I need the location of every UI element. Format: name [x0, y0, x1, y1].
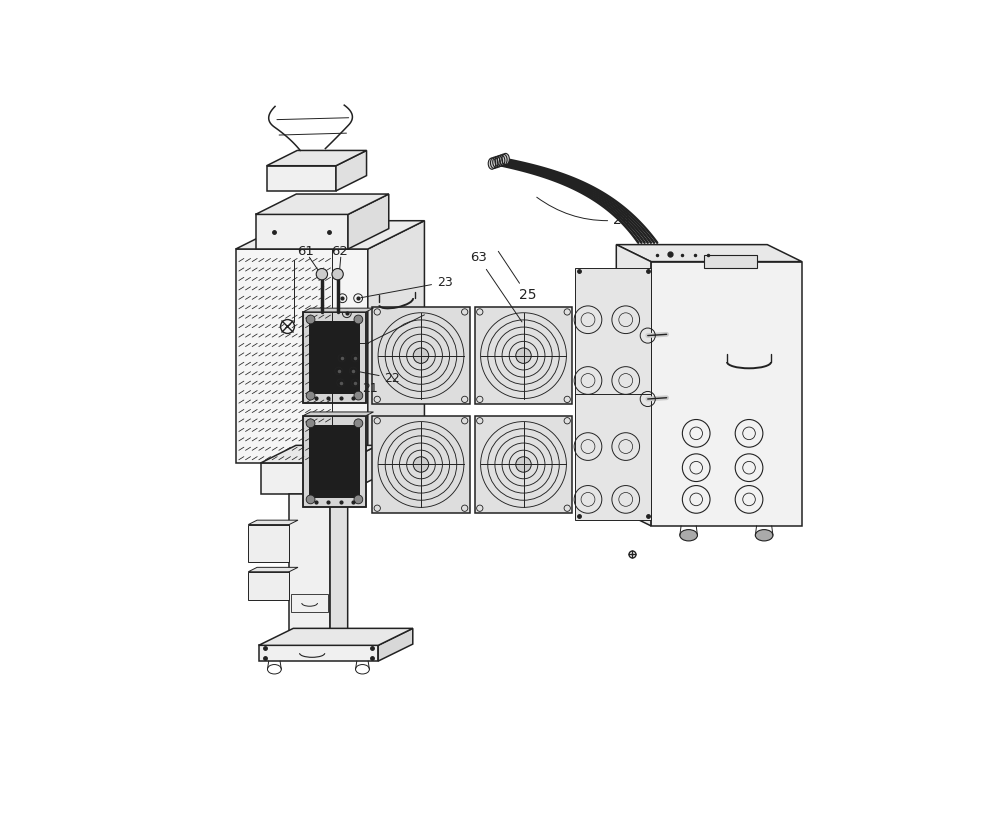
- Polygon shape: [236, 221, 424, 249]
- Polygon shape: [259, 645, 378, 661]
- Polygon shape: [267, 166, 336, 191]
- Circle shape: [306, 391, 315, 400]
- Polygon shape: [248, 525, 289, 562]
- Polygon shape: [378, 628, 413, 661]
- Circle shape: [306, 495, 315, 504]
- Polygon shape: [261, 445, 378, 463]
- Polygon shape: [475, 307, 572, 404]
- Polygon shape: [303, 416, 366, 507]
- Polygon shape: [336, 150, 367, 191]
- Ellipse shape: [490, 157, 498, 168]
- Text: 62: 62: [331, 245, 348, 258]
- Circle shape: [354, 315, 363, 324]
- Circle shape: [354, 419, 363, 427]
- Ellipse shape: [680, 529, 697, 541]
- Ellipse shape: [493, 156, 500, 167]
- Ellipse shape: [488, 158, 496, 169]
- Circle shape: [316, 269, 328, 280]
- Polygon shape: [475, 416, 572, 513]
- Bar: [704, 256, 757, 268]
- Text: 61: 61: [297, 245, 314, 258]
- Polygon shape: [303, 412, 373, 416]
- Polygon shape: [372, 307, 470, 404]
- Polygon shape: [348, 194, 389, 249]
- Polygon shape: [291, 594, 328, 612]
- Polygon shape: [248, 567, 298, 572]
- Polygon shape: [289, 494, 330, 645]
- Polygon shape: [256, 194, 389, 214]
- Polygon shape: [303, 312, 366, 403]
- Text: 21: 21: [343, 382, 378, 395]
- Ellipse shape: [755, 529, 773, 541]
- Polygon shape: [267, 150, 367, 166]
- Ellipse shape: [495, 156, 503, 167]
- Polygon shape: [248, 520, 298, 525]
- Text: 63: 63: [470, 252, 522, 322]
- Text: 22: 22: [358, 372, 400, 385]
- Polygon shape: [343, 445, 378, 494]
- Polygon shape: [330, 485, 348, 645]
- Ellipse shape: [497, 155, 505, 166]
- Polygon shape: [256, 214, 348, 249]
- Polygon shape: [372, 416, 470, 513]
- Circle shape: [354, 391, 363, 400]
- Circle shape: [332, 269, 343, 280]
- Polygon shape: [368, 221, 424, 463]
- Bar: [309, 425, 360, 498]
- Polygon shape: [259, 628, 413, 645]
- Text: 24: 24: [537, 197, 631, 227]
- Polygon shape: [248, 572, 289, 600]
- Polygon shape: [236, 249, 368, 463]
- Text: 23: 23: [361, 275, 453, 297]
- Polygon shape: [261, 463, 343, 494]
- Circle shape: [516, 457, 531, 472]
- Circle shape: [413, 457, 429, 472]
- Polygon shape: [575, 268, 651, 520]
- Polygon shape: [616, 244, 802, 261]
- Circle shape: [306, 419, 315, 427]
- Circle shape: [413, 348, 429, 364]
- Circle shape: [306, 315, 315, 324]
- Text: 25: 25: [498, 252, 536, 302]
- Polygon shape: [651, 261, 802, 526]
- Circle shape: [516, 348, 531, 364]
- Circle shape: [354, 495, 363, 504]
- Bar: [309, 321, 360, 394]
- Ellipse shape: [500, 154, 507, 166]
- Ellipse shape: [502, 154, 509, 165]
- Polygon shape: [303, 308, 373, 312]
- Polygon shape: [616, 244, 651, 526]
